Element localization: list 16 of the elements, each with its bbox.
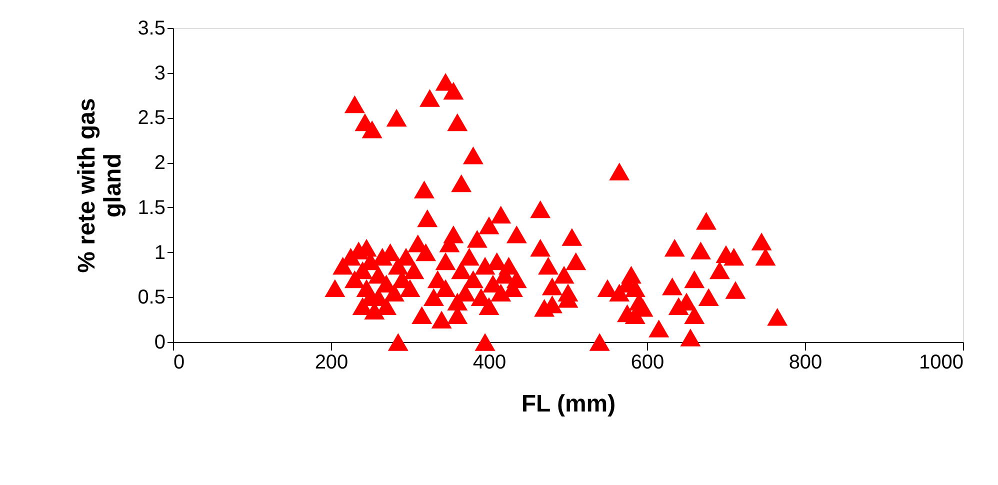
- y-tick-label: 3: [154, 62, 166, 84]
- y-tick-label: 3.5: [138, 18, 166, 40]
- x-tick-label: 400: [472, 352, 506, 374]
- y-tick-label: 2: [154, 152, 166, 174]
- x-tick-label: 1000: [919, 352, 964, 374]
- x-tick-label: 800: [788, 352, 822, 374]
- y-tick-label: 0.5: [138, 286, 166, 309]
- x-tick-label: 0: [174, 352, 185, 374]
- y-axis-title: % rete with gas gland: [74, 98, 127, 273]
- y-tick-label: 1: [154, 242, 166, 264]
- y-tick-label: 1.5: [138, 196, 166, 219]
- x-axis-title: FL (mm): [521, 390, 616, 418]
- y-tick-label: 0: [154, 332, 166, 354]
- y-tick-label: 2.5: [138, 107, 166, 130]
- x-tick-label: 200: [314, 352, 348, 374]
- x-tick-label: 600: [630, 352, 664, 374]
